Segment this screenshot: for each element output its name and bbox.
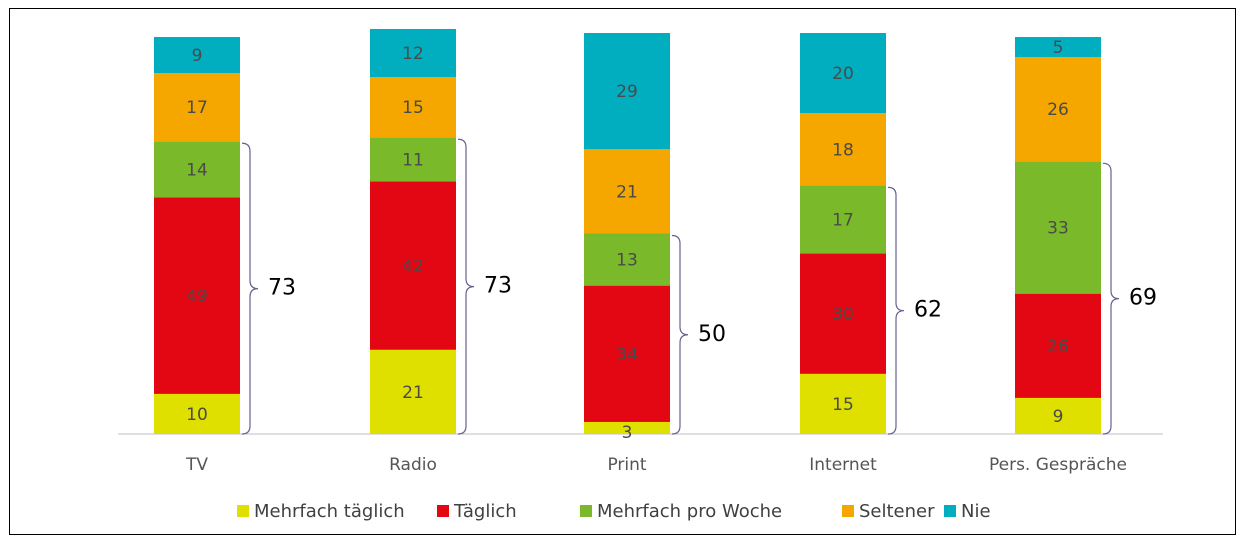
bar-segment bbox=[584, 149, 670, 234]
segment-label: 26 bbox=[1047, 337, 1069, 357]
x-tick-label: Internet bbox=[809, 455, 877, 475]
legend-label: Täglich bbox=[453, 501, 517, 522]
bar-segment bbox=[800, 33, 886, 114]
segment-label: 10 bbox=[186, 405, 208, 425]
bracket bbox=[887, 186, 905, 435]
bar-segment bbox=[370, 77, 456, 138]
segment-label: 21 bbox=[616, 182, 638, 202]
bar-segment bbox=[370, 137, 456, 182]
legend-swatch bbox=[437, 505, 449, 517]
segment-label: 34 bbox=[616, 345, 638, 365]
bar-segment bbox=[1015, 397, 1101, 434]
bar-segment bbox=[584, 285, 670, 422]
legend-swatch bbox=[580, 505, 592, 517]
segment-label: 21 bbox=[402, 383, 424, 403]
bar-segment bbox=[1015, 161, 1101, 294]
segment-label: 42 bbox=[402, 257, 424, 277]
segment-label: 5 bbox=[1053, 38, 1064, 58]
legend-label: Seltener bbox=[859, 501, 935, 522]
bar-segment bbox=[370, 181, 456, 350]
bar-segment bbox=[1015, 293, 1101, 398]
segment-label: 9 bbox=[192, 46, 203, 66]
legend-swatch bbox=[237, 505, 249, 517]
bracket bbox=[1102, 162, 1120, 435]
segment-label: 9 bbox=[1053, 407, 1064, 427]
bar-segment bbox=[370, 28, 456, 78]
segment-label: 11 bbox=[402, 150, 424, 170]
bar-segment bbox=[800, 373, 886, 434]
bar-segment bbox=[800, 113, 886, 186]
bar-segment bbox=[370, 349, 456, 434]
bracket-total: 73 bbox=[484, 274, 512, 299]
legend-label: Nie bbox=[961, 501, 991, 522]
bar-segment bbox=[154, 37, 240, 74]
segment-label: 20 bbox=[832, 64, 854, 84]
legend-label: Mehrfach pro Woche bbox=[597, 501, 782, 522]
bracket-total: 50 bbox=[698, 322, 726, 347]
segment-label: 15 bbox=[402, 98, 424, 118]
x-tick-label: TV bbox=[185, 455, 208, 475]
legend-swatch bbox=[842, 505, 854, 517]
bar-segment bbox=[1015, 37, 1101, 58]
bar-segment bbox=[584, 421, 670, 434]
bracket bbox=[457, 138, 475, 435]
bar-segment bbox=[800, 185, 886, 254]
bar-segment bbox=[800, 253, 886, 374]
segment-label: 49 bbox=[186, 287, 208, 307]
segment-label: 26 bbox=[1047, 100, 1069, 120]
bar-segment bbox=[154, 197, 240, 394]
bracket bbox=[671, 234, 689, 435]
bracket-total: 73 bbox=[268, 276, 296, 301]
bar-segment bbox=[154, 393, 240, 434]
segment-label: 33 bbox=[1047, 218, 1069, 238]
segment-label: 30 bbox=[832, 305, 854, 325]
legend-swatch bbox=[944, 505, 956, 517]
x-tick-label: Pers. Gespräche bbox=[989, 455, 1127, 475]
segment-label: 18 bbox=[832, 140, 854, 160]
segment-label: 15 bbox=[832, 395, 854, 415]
bracket bbox=[241, 142, 259, 435]
bar-segment bbox=[1015, 57, 1101, 162]
bar-segment bbox=[584, 33, 670, 150]
legend-label: Mehrfach täglich bbox=[254, 501, 405, 522]
bracket-total: 69 bbox=[1129, 286, 1157, 311]
segment-label: 29 bbox=[616, 82, 638, 102]
bracket-total: 62 bbox=[914, 298, 942, 323]
bar-segment bbox=[584, 233, 670, 286]
segment-label: 17 bbox=[832, 210, 854, 230]
bar-segment bbox=[154, 141, 240, 198]
segment-label: 14 bbox=[186, 160, 208, 180]
segment-label: 13 bbox=[616, 251, 638, 271]
x-tick-label: Print bbox=[607, 455, 646, 475]
segment-label: 3 bbox=[622, 423, 633, 443]
segment-label: 12 bbox=[402, 44, 424, 64]
segment-label: 17 bbox=[186, 98, 208, 118]
x-tick-label: Radio bbox=[389, 455, 437, 475]
bar-segment bbox=[154, 73, 240, 142]
frame bbox=[9, 8, 1236, 535]
